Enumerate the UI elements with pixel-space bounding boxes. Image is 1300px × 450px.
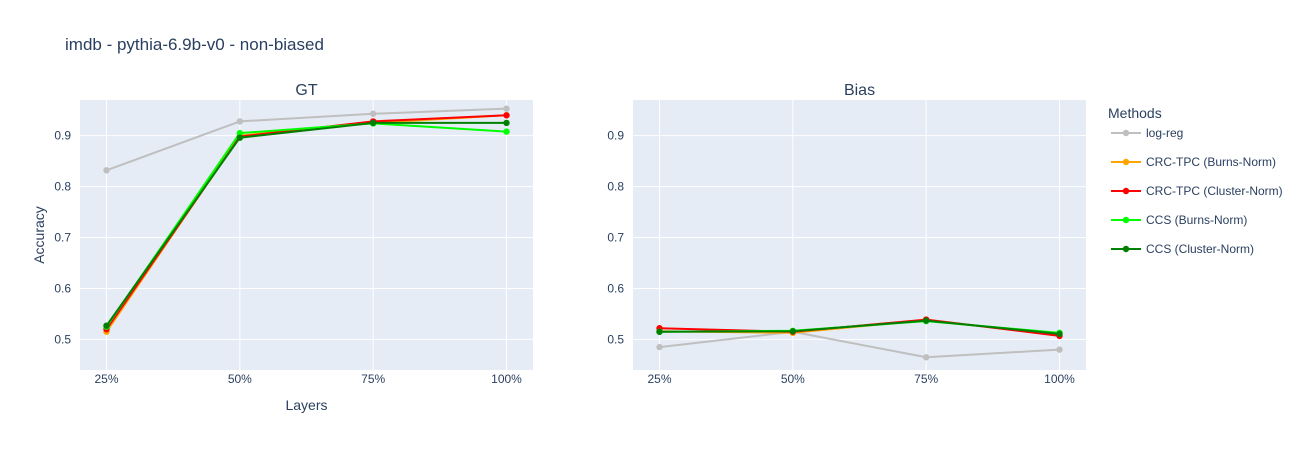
- legend-item-3[interactable]: CCS (Burns-Norm): [1111, 213, 1247, 227]
- y-tick-label-bias-1: 0.6: [607, 281, 624, 295]
- data-point-bias-0-3[interactable]: [1056, 346, 1063, 353]
- data-point-bias-4-3[interactable]: [1056, 330, 1063, 338]
- legend[interactable]: Methods log-reg CRC-TPC (Burns-Norm) CRC-T…: [1108, 105, 1283, 256]
- x-tick-label-bias-0: 25%: [647, 372, 671, 386]
- legend-label-3: CCS (Burns-Norm): [1146, 213, 1247, 227]
- data-point-gt-3-3[interactable]: [503, 128, 510, 135]
- y-tick-label-bias-2: 0.7: [607, 231, 624, 245]
- data-point-gt-4-3[interactable]: [503, 119, 510, 127]
- legend-swatch-marker-4: [1122, 245, 1130, 253]
- data-point-gt-3-1[interactable]: [236, 129, 244, 137]
- data-point-bias-4-0[interactable]: [656, 328, 663, 335]
- x-tick-label-gt-1: 50%: [228, 372, 252, 386]
- series-line-gt-0[interactable]: [106, 107, 507, 172]
- legend-item-0[interactable]: log-reg: [1111, 126, 1183, 140]
- y-tick-label-gt-0: 0.5: [54, 332, 71, 346]
- legend-label-0: log-reg: [1146, 126, 1183, 140]
- x-tick-label-gt-3: 100%: [491, 372, 522, 386]
- data-point-bias-4-2[interactable]: [922, 317, 930, 324]
- chart-title: imdb - pythia-6.9b-v0 - non-biased: [65, 35, 324, 54]
- series-line-gt-3[interactable]: [105, 122, 507, 328]
- y-tick-label-gt-1: 0.6: [54, 281, 71, 295]
- data-point-gt-0-2[interactable]: [369, 110, 377, 117]
- y-axis-title: Accuracy: [31, 206, 47, 264]
- y-tick-label-bias-4: 0.9: [607, 129, 624, 143]
- y-tick-label-bias-3: 0.8: [607, 180, 624, 194]
- data-point-bias-0-2[interactable]: [922, 354, 930, 361]
- data-point-gt-4-2[interactable]: [369, 119, 377, 127]
- data-point-gt-4-1[interactable]: [236, 134, 244, 141]
- x-tick-label-bias-2: 75%: [914, 372, 938, 386]
- legend-label-1: CRC-TPC (Burns-Norm): [1146, 155, 1276, 169]
- y-tick-label-gt-3: 0.8: [54, 180, 71, 194]
- data-point-gt-2-3[interactable]: [503, 112, 510, 119]
- legend-swatch-marker-0: [1122, 129, 1130, 137]
- legend-item-1[interactable]: CRC-TPC (Burns-Norm): [1111, 155, 1276, 169]
- y-tick-label-bias-0: 0.5: [607, 332, 624, 346]
- y-tick-label-gt-4: 0.9: [54, 129, 71, 143]
- series-line-bias-0[interactable]: [659, 330, 1060, 359]
- panel-title-bias: Bias: [844, 82, 875, 99]
- legend-swatch-marker-2: [1122, 187, 1130, 195]
- data-point-bias-0-0[interactable]: [656, 343, 663, 351]
- legend-swatch-marker-1: [1122, 158, 1130, 166]
- legend-swatch-marker-3: [1122, 216, 1130, 224]
- panel-gt: 0.5 0.6 0.7 0.8 0.9 25% 50% 75% 100% GT: [54, 82, 533, 386]
- x-tick-label-gt-0: 25%: [94, 372, 118, 386]
- data-point-gt-0-0[interactable]: [103, 167, 110, 174]
- data-point-gt-4-0[interactable]: [103, 322, 110, 329]
- x-tick-label-bias-1: 50%: [781, 372, 805, 386]
- x-tick-label-gt-2: 75%: [361, 372, 385, 386]
- legend-title: Methods: [1108, 105, 1162, 121]
- legend-label-4: CCS (Cluster-Norm): [1146, 242, 1254, 256]
- legend-item-4[interactable]: CCS (Cluster-Norm): [1111, 242, 1254, 256]
- panel-bias: 0.5 0.6 0.7 0.8 0.9 25% 50% 75% 100% Bias: [607, 82, 1086, 386]
- y-tick-label-gt-2: 0.7: [54, 231, 71, 245]
- legend-label-2: CRC-TPC (Cluster-Norm): [1146, 184, 1283, 198]
- data-point-bias-4-1[interactable]: [789, 328, 797, 335]
- x-tick-label-bias-3: 100%: [1044, 372, 1075, 386]
- data-point-gt-0-3[interactable]: [503, 105, 510, 112]
- panel-title-gt: GT: [295, 82, 317, 99]
- legend-item-2[interactable]: CRC-TPC (Cluster-Norm): [1111, 184, 1283, 198]
- series-line-gt-4[interactable]: [105, 121, 507, 327]
- plot-area-gt: [80, 100, 533, 370]
- x-axis-title: Layers: [285, 397, 327, 413]
- data-point-gt-0-1[interactable]: [236, 118, 244, 125]
- series-line-bias-4[interactable]: [659, 319, 1060, 335]
